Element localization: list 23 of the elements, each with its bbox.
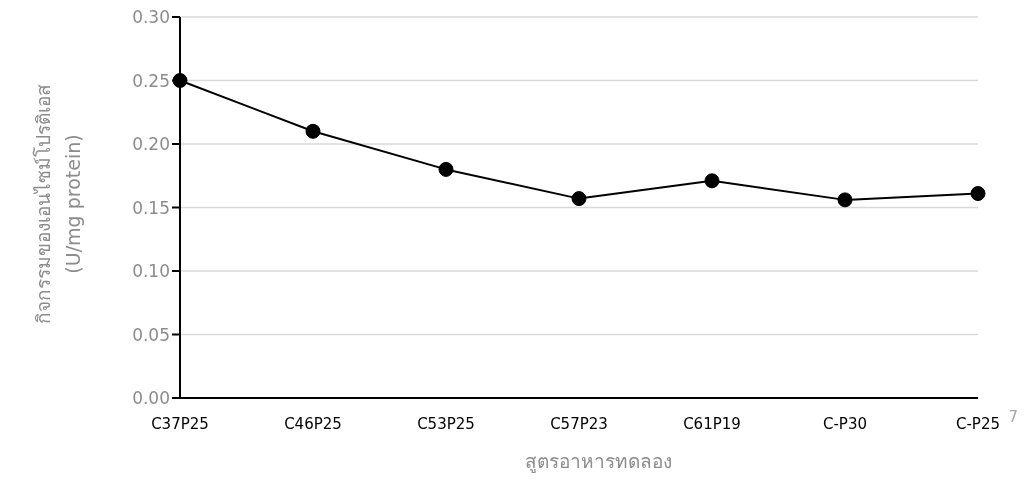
point [704, 173, 720, 189]
point [571, 191, 587, 207]
point [438, 161, 454, 177]
text: 7 [1008, 408, 1018, 426]
point [970, 186, 986, 202]
y-axis-title: กิจกรรมของเอนไซม์โปรติเอส (U/mg protein) [31, 84, 85, 324]
x-tick-label: C57P23 [550, 414, 608, 433]
y-tick-label: 0.30 [132, 7, 170, 28]
x-tick-label: C-P25 [955, 414, 1001, 433]
x-tick-label: C53P25 [417, 414, 475, 433]
y-tick-label: 0.25 [132, 70, 170, 91]
y-tick-label: 0.05 [132, 324, 170, 345]
x-axis-title: สูตรอาหารทดลอง [523, 449, 673, 475]
x-tick-label: C46P25 [284, 414, 342, 433]
x-tick-label: C37P25 [151, 414, 209, 433]
x-tick-label: C61P19 [683, 414, 741, 433]
point [305, 123, 321, 139]
y-tick-label: 0.00 [132, 388, 170, 409]
point [837, 192, 853, 208]
y-tick-label: 0.20 [132, 134, 170, 155]
y-tick-label: 0.10 [132, 261, 170, 282]
y-tick-label: 0.15 [132, 197, 170, 218]
x-tick-label: C-P30 [822, 414, 868, 433]
